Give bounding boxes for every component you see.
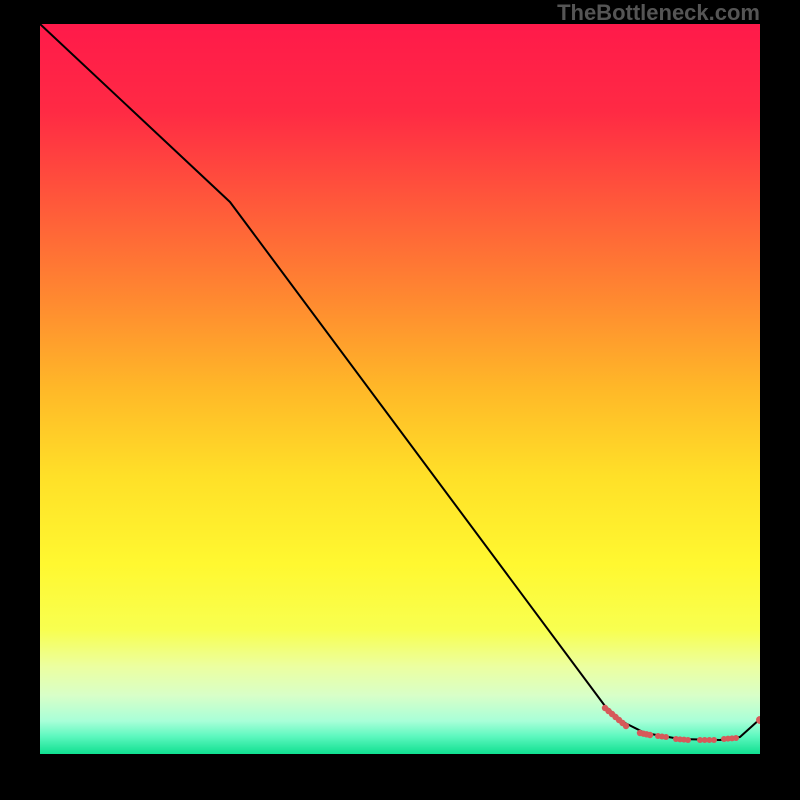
line-layer bbox=[40, 24, 760, 754]
chart-container: TheBottleneck.com bbox=[0, 0, 800, 800]
trough-marker bbox=[647, 732, 653, 738]
trough-marker bbox=[623, 723, 629, 729]
main-curve bbox=[40, 24, 760, 740]
watermark-text: TheBottleneck.com bbox=[557, 0, 760, 26]
trough-marker bbox=[685, 737, 691, 743]
trough-marker bbox=[663, 734, 669, 740]
trough-marker bbox=[733, 735, 739, 741]
plot-area bbox=[40, 24, 760, 754]
trough-marker bbox=[711, 737, 717, 743]
